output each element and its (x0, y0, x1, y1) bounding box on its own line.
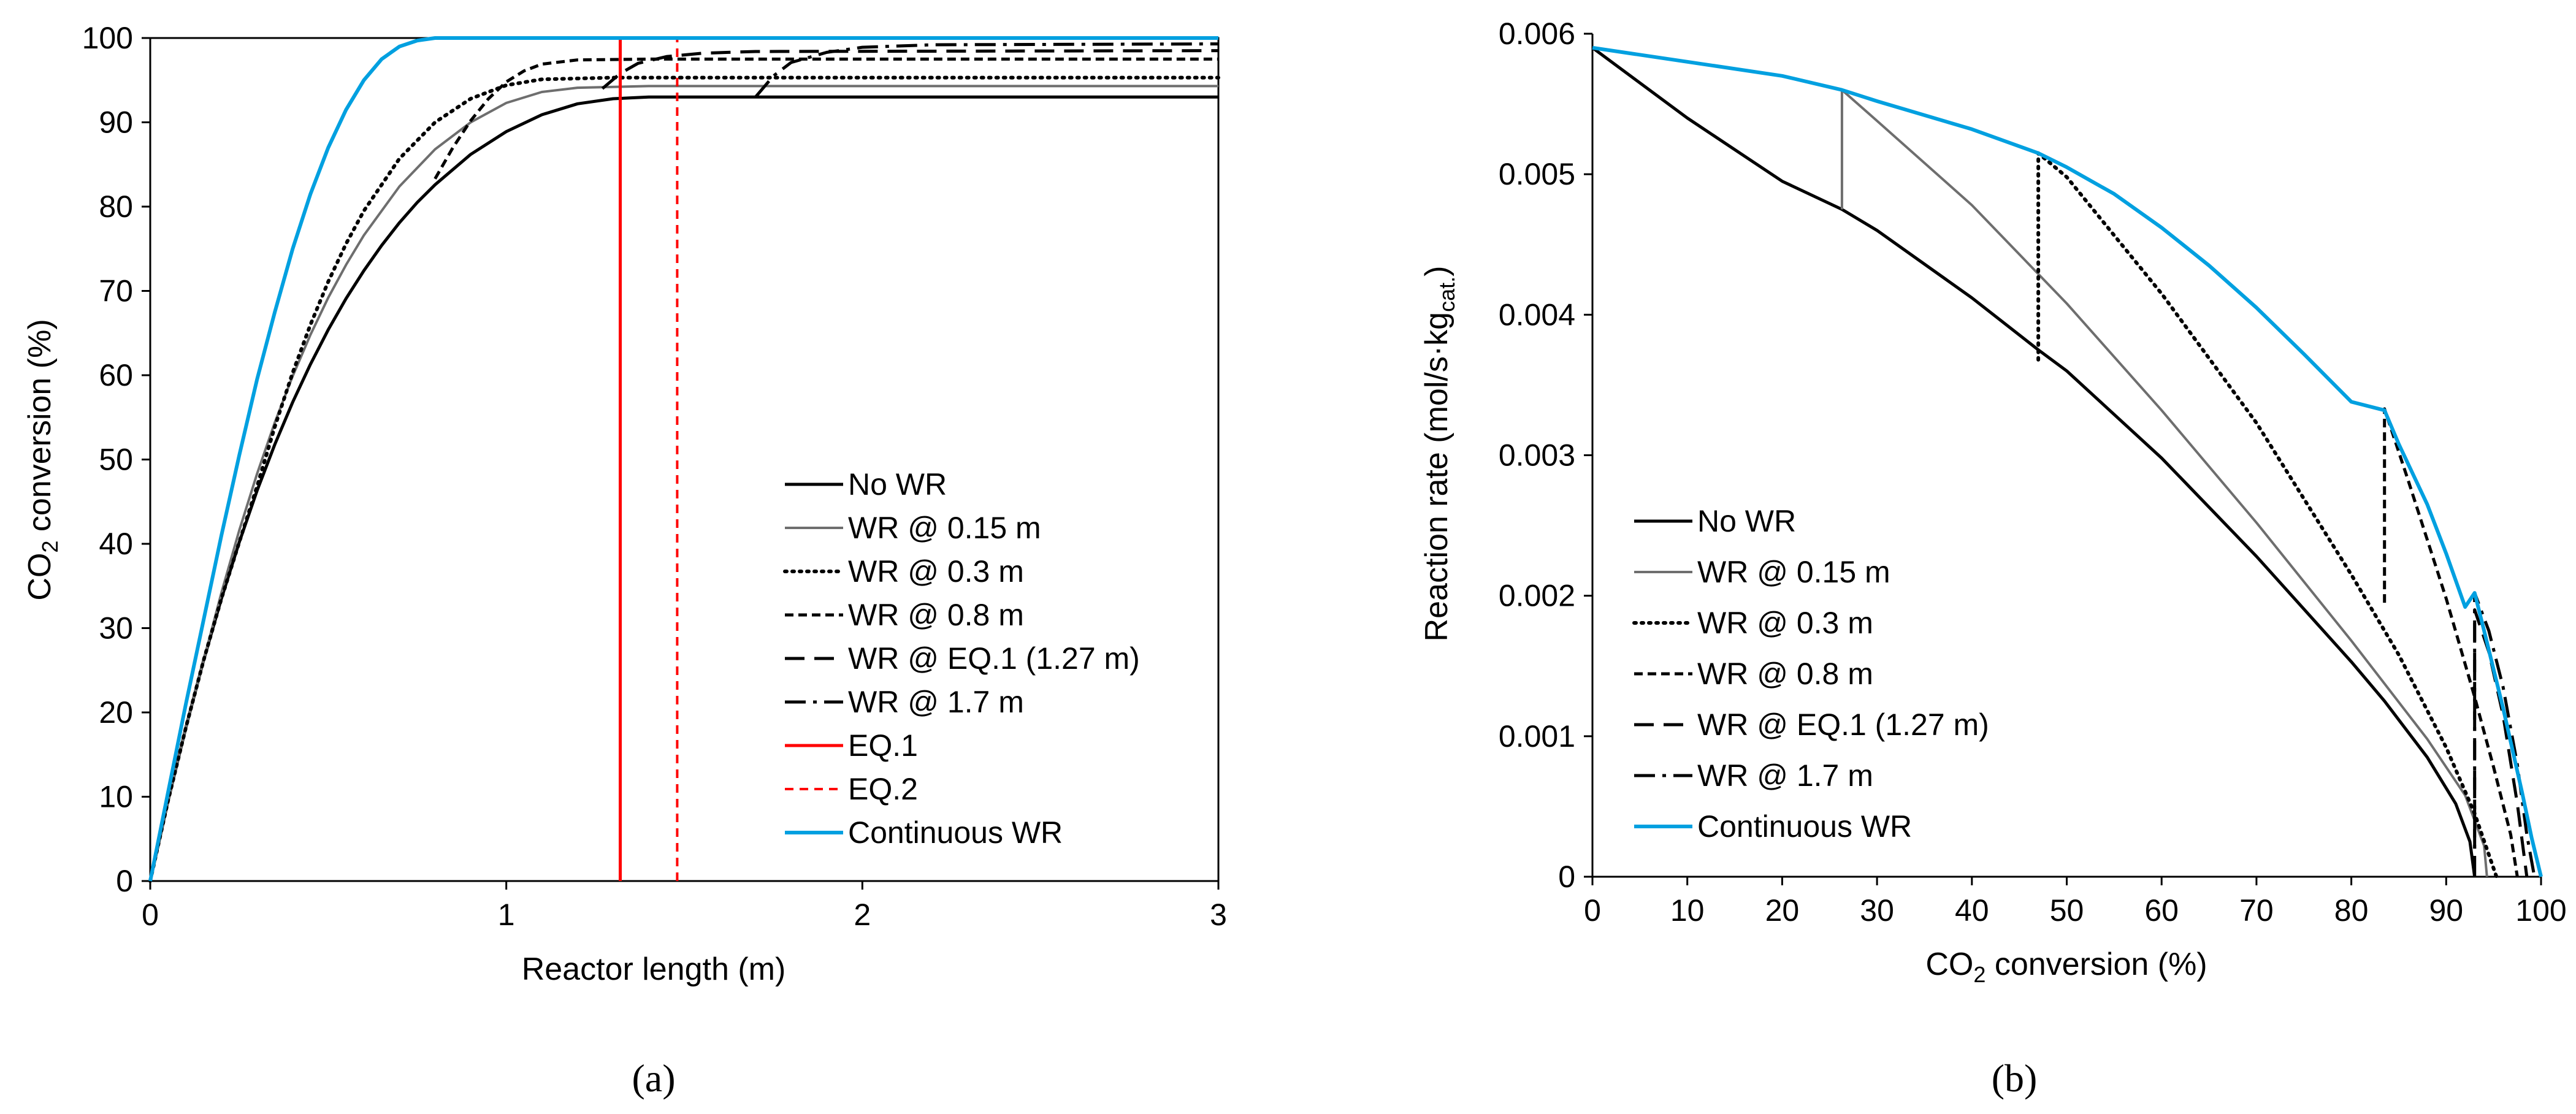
series-line-wr03 (2036, 151, 2499, 879)
x-tick-label: 50 (2050, 893, 2084, 928)
x-tick-label: 30 (1860, 893, 1894, 928)
legend-label-no_wr: No WR (848, 467, 947, 502)
y-axis-ticks-a: 0 10 20 30 40 50 60 70 80 90 100 (82, 21, 150, 898)
y-tick-label: 0.001 (1499, 719, 1575, 753)
x-tick-label: 0 (142, 898, 159, 932)
y-axis-label-b: Reaction rate (mol/s·kgcat.) (1419, 266, 1459, 642)
y-tick-label: 40 (99, 527, 133, 561)
y-tick-label: 0.004 (1499, 297, 1575, 332)
x-tick-label: 60 (2144, 893, 2179, 928)
x-tick-label: 1 (498, 898, 515, 932)
series-line-wr17 (754, 42, 1219, 98)
y-tick-label: 0.002 (1499, 579, 1575, 613)
x-tick-label: 10 (1670, 893, 1705, 928)
legend-a: No WR WR @ 0.15 m WR @ 0.3 m WR @ 0.8 m WR @… (783, 467, 1140, 850)
series-line-wr015 (1840, 88, 2488, 877)
series-group-b (1591, 45, 2543, 879)
y-tick-label: 60 (99, 358, 133, 392)
x-tick-label: 80 (2334, 893, 2369, 928)
legend-b: No WR WR @ 0.15 m WR @ 0.3 m WR @ 0.8 m WR @… (1632, 504, 1989, 844)
legend-label-wr17: WR @ 1.7 m (1697, 758, 1873, 793)
y-tick-label: 90 (99, 105, 133, 140)
y-tick-label: 100 (82, 21, 133, 55)
x-tick-label: 2 (854, 898, 871, 932)
y-tick-label: 0.006 (1499, 17, 1575, 51)
plot-area-b (1592, 34, 2541, 877)
plot-area-a (149, 37, 1220, 882)
y-axis-label-a: CO2 conversion (%) (22, 319, 63, 600)
legend-label-eq1: EQ.1 (848, 728, 918, 763)
series-line-no_wr (1591, 46, 2477, 877)
y-tick-label: 0 (116, 864, 133, 898)
x-tick-label: 40 (1955, 893, 1989, 928)
y-tick-label: 80 (99, 189, 133, 224)
panel-b: 0 0.001 0.002 0.003 0.004 0.005 0.006 0 10 20 30 4… (1419, 17, 2567, 1100)
legend-label-eq2: EQ.2 (848, 772, 918, 806)
x-tick-label: 90 (2429, 893, 2463, 928)
series-group-a (148, 36, 1220, 883)
y-tick-label: 30 (99, 611, 133, 646)
x-tick-label: 3 (1210, 898, 1227, 932)
legend-label-wr015: WR @ 0.15 m (1697, 555, 1890, 589)
series-line-cont (1592, 45, 2543, 877)
legend-label-no_wr: No WR (1697, 504, 1796, 538)
series-line-wr08 (434, 57, 1218, 180)
series-line-wreq1 (601, 49, 1219, 90)
x-axis-ticks-b: 0 10 20 30 40 50 60 70 80 90 100 (1584, 877, 2567, 928)
legend-label-cont: Continuous WR (848, 815, 1063, 850)
panel-label-a: (a) (632, 1056, 675, 1100)
x-axis-ticks-a: 0 1 2 3 (142, 881, 1227, 932)
x-axis-label-a: Reactor length (m) (522, 952, 786, 987)
x-axis-label-b: CO2 conversion (%) (1925, 947, 2207, 987)
y-tick-label: 10 (99, 780, 133, 814)
panel-label-b: (b) (1992, 1056, 2038, 1100)
y-tick-label: 0 (1558, 860, 1575, 894)
legend-label-cont: Continuous WR (1697, 809, 1912, 844)
panel-a: 0 10 20 30 40 50 60 70 80 90 100 0 1 2 3 Reactor leng… (22, 21, 1227, 1100)
x-tick-label: 0 (1584, 893, 1601, 928)
x-tick-label: 70 (2239, 893, 2274, 928)
y-axis-ticks-b: 0 0.001 0.002 0.003 0.004 0.005 0.006 (1499, 17, 1592, 894)
y-tick-label: 20 (99, 695, 133, 730)
x-tick-label: 20 (1765, 893, 1800, 928)
legend-label-wr015: WR @ 0.15 m (848, 511, 1041, 545)
x-tick-label: 100 (2515, 893, 2566, 928)
y-tick-label: 50 (99, 443, 133, 477)
legend-label-wreq1: WR @ EQ.1 (1.27 m) (1697, 708, 1989, 742)
y-tick-label: 0.003 (1499, 438, 1575, 473)
legend-label-wr17: WR @ 1.7 m (848, 685, 1024, 719)
legend-label-wr03: WR @ 0.3 m (848, 554, 1024, 589)
y-tick-label: 0.005 (1499, 157, 1575, 191)
y-tick-label: 70 (99, 274, 133, 308)
series-line-cont (148, 36, 1218, 882)
series-line-wreq1 (2473, 608, 2529, 877)
legend-label-wr08: WR @ 0.8 m (1697, 657, 1873, 691)
legend-label-wr08: WR @ 0.8 m (848, 598, 1024, 632)
legend-label-wreq1: WR @ EQ.1 (1.27 m) (848, 641, 1140, 676)
legend-label-wr03: WR @ 0.3 m (1697, 606, 1873, 640)
